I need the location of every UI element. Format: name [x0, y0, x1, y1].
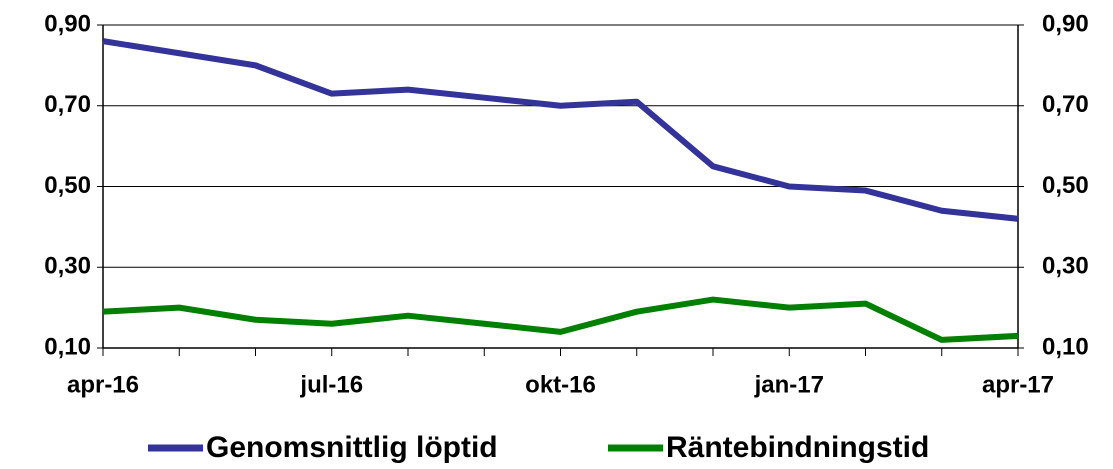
- y2-tick-label: 0,70: [1042, 91, 1089, 118]
- x-tick-label: apr-16: [67, 371, 139, 398]
- y-tick-label: 0,90: [44, 10, 91, 37]
- y-tick-label: 0,50: [44, 172, 91, 199]
- x-tick-label: apr-17: [982, 371, 1054, 398]
- line-series: [102, 38, 1019, 222]
- y2-tick-label: 0,50: [1042, 172, 1089, 199]
- y-tick-label: 0,30: [44, 253, 91, 280]
- y2-tick-label: 0,90: [1042, 10, 1089, 37]
- x-tick-label: jan-17: [754, 371, 824, 398]
- x-tick-label: jul-16: [299, 371, 363, 398]
- y2-tick-label: 0,30: [1042, 253, 1089, 280]
- line-series: [102, 296, 1019, 343]
- x-tick-label: okt-16: [525, 371, 596, 398]
- y-tick-label: 0,10: [44, 333, 91, 360]
- y2-tick-label: 0,10: [1042, 333, 1089, 360]
- legend-label: Räntebindningstid: [666, 431, 929, 464]
- legend-label: Genomsnittlig löptid: [206, 431, 498, 464]
- y-tick-label: 0,70: [44, 91, 91, 118]
